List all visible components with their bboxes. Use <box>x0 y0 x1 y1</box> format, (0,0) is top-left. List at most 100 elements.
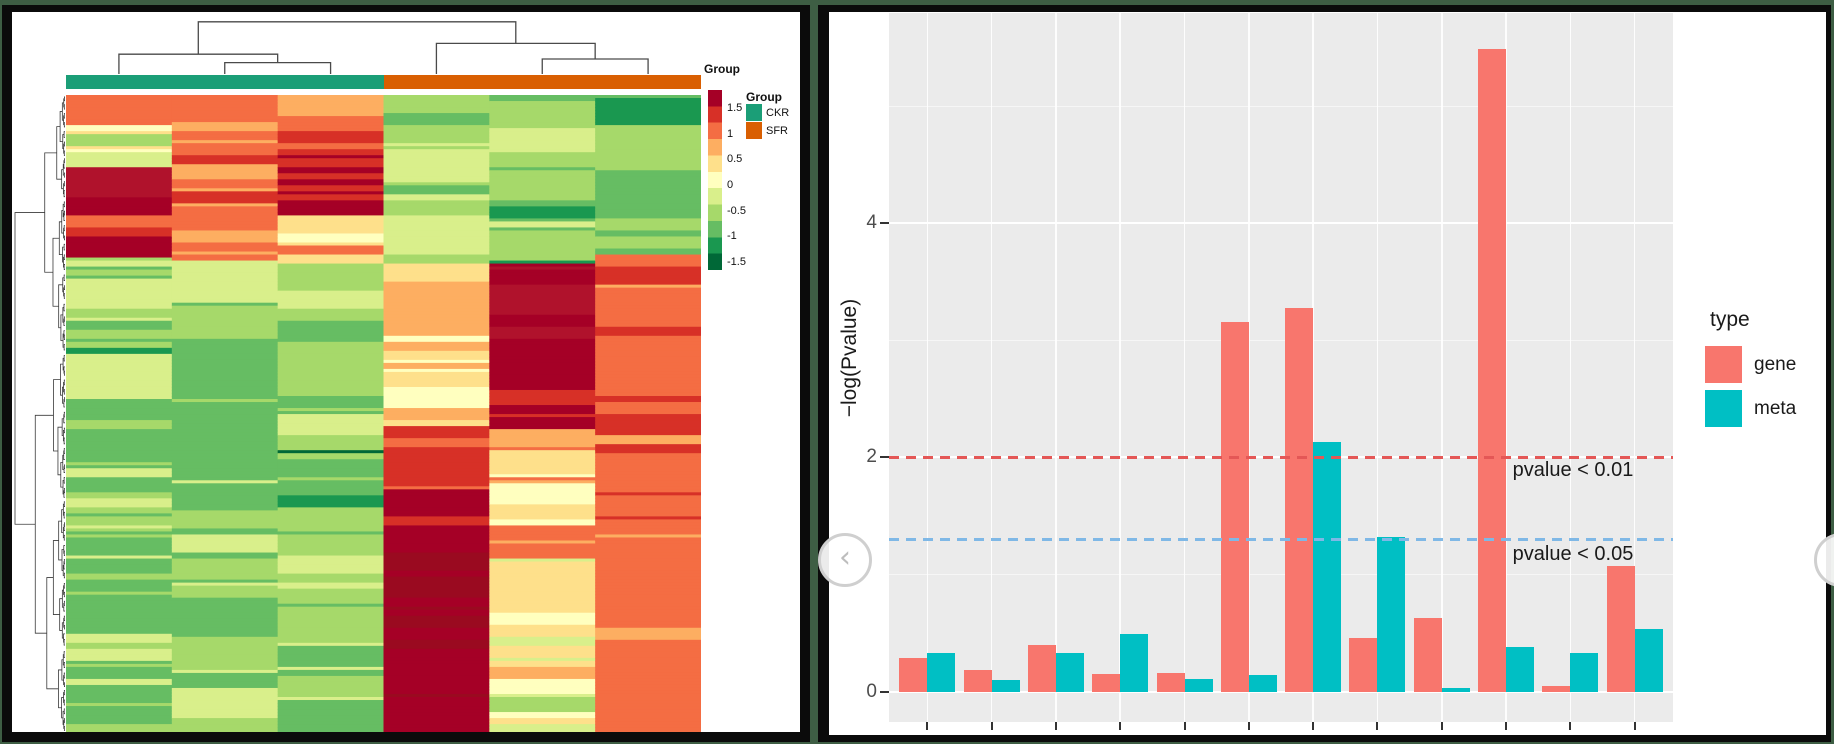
heatmap-cell-row <box>171 411 279 415</box>
heatmap-cell-row <box>277 648 384 653</box>
heatmap-cell-row <box>595 606 701 611</box>
heatmap-cell-row <box>383 489 490 493</box>
heatmap-cell-row <box>595 697 701 701</box>
heatmap-cell-row <box>383 236 490 240</box>
bar-meta-12 <box>1634 629 1663 692</box>
heatmap-cell-row <box>489 302 596 307</box>
heatmap-cell-row <box>66 197 173 201</box>
heatmap-cell-row <box>171 669 279 674</box>
heatmap-cell-row <box>383 356 490 361</box>
heatmap-cell-row <box>383 690 490 695</box>
heatmap-cell-row <box>277 444 384 448</box>
heatmap-cell-row <box>277 730 384 732</box>
heatmap-cell-row <box>171 155 279 159</box>
heatmap-cell-row <box>277 603 384 608</box>
colorbar-tick-label: -1 <box>727 230 737 243</box>
heatmap-cell-row <box>383 197 490 201</box>
heatmap-cell-row <box>277 441 384 445</box>
heatmap-cell-row <box>171 263 279 268</box>
heatmap-cell-row <box>489 254 596 259</box>
heatmap-cell-row <box>489 209 596 213</box>
heatmap-cell-row <box>277 119 384 123</box>
annotation-bar-segment <box>595 75 702 89</box>
heatmap-cell-row <box>383 429 490 433</box>
heatmap-cell-row <box>489 672 596 677</box>
bar-gene-4 <box>1092 673 1121 692</box>
heatmap-cell-row <box>171 477 279 481</box>
heatmap-cell-row <box>277 513 384 517</box>
heatmap-cell-row <box>383 227 490 231</box>
heatmap-cell-row <box>595 687 701 692</box>
heatmap-cell-row <box>595 633 701 638</box>
heatmap-cell-row <box>489 495 596 499</box>
heatmap-cell-row <box>383 585 490 590</box>
heatmap-cell-row <box>383 143 490 147</box>
heatmap-cell-row <box>277 383 384 388</box>
heatmap-cell-row <box>66 104 173 108</box>
heatmap-cell-row <box>277 420 384 424</box>
heatmap-cell-row <box>595 468 701 472</box>
heatmap-cell-row <box>66 380 173 385</box>
heatmap-cell-row <box>595 329 701 334</box>
heatmap-cell-row <box>595 260 701 265</box>
heatmap-cell-row <box>595 627 701 632</box>
heatmap-cell-row <box>383 588 490 593</box>
heatmap-cell-row <box>171 621 279 626</box>
heatmap-cell-row <box>383 164 490 168</box>
heatmap-cell-row <box>595 167 701 171</box>
heatmap-cell-row <box>171 365 279 370</box>
heatmap-cell-row <box>383 597 490 602</box>
heatmap-cell-row <box>489 516 596 520</box>
annotation-bar-title: Group <box>704 62 740 76</box>
heatmap-cell-row <box>383 700 490 704</box>
heatmap-cell-row <box>66 329 173 334</box>
heatmap-cell-row <box>277 718 384 722</box>
heatmap-cell-row <box>66 477 173 481</box>
heatmap-cell-row <box>383 483 490 487</box>
heatmap-cell-row <box>489 338 596 343</box>
heatmap-cell-row <box>383 206 490 210</box>
heatmap-cell-row <box>171 492 279 496</box>
heatmap-cell-row <box>595 507 701 511</box>
heatmap-cell-row <box>489 368 596 373</box>
heatmap-cell-row <box>277 380 384 385</box>
heatmap-cell-row <box>489 693 596 698</box>
heatmap-cell-row <box>277 612 384 617</box>
heatmap-cell-row <box>383 245 490 250</box>
heatmap-cell-row <box>277 194 384 198</box>
heatmap-cell-row <box>277 272 384 277</box>
heatmap-cell-row <box>277 450 384 454</box>
heatmap-cell-row <box>383 317 490 322</box>
heatmap-cell-row <box>489 447 596 451</box>
prev-chart-button[interactable]: ‹ <box>818 533 872 587</box>
heatmap-cell-row <box>595 317 701 322</box>
heatmap-cell-row <box>595 140 701 144</box>
heatmap-cell-row <box>277 263 384 268</box>
heatmap-cell-row <box>489 687 596 692</box>
heatmap-cell-row <box>277 429 384 433</box>
heatmap-cell-row <box>595 149 701 153</box>
heatmap-cell-row <box>66 341 173 346</box>
legend-swatch-meta <box>1705 390 1742 427</box>
heatmap-cell-row <box>383 633 490 638</box>
heatmap-cell-row <box>489 519 596 523</box>
gridline-major-y <box>889 690 1673 693</box>
heatmap-cell-row <box>171 465 279 469</box>
heatmap-cell-row <box>66 311 173 316</box>
heatmap-cell-row <box>171 392 279 397</box>
heatmap-cell-row <box>66 290 173 295</box>
heatmap-cell-row <box>383 465 490 469</box>
heatmap-cell-row <box>595 131 701 135</box>
heatmap-cell-row <box>595 669 701 674</box>
heatmap-cell-row <box>277 224 384 228</box>
heatmap-cell-row <box>277 579 384 584</box>
heatmap-cell-row <box>277 98 384 102</box>
heatmap-cell-row <box>595 311 701 316</box>
heatmap-cell-row <box>383 308 490 313</box>
heatmap-cell-row <box>595 645 701 650</box>
heatmap-cell-row <box>595 245 701 250</box>
heatmap-cell-row <box>595 546 701 551</box>
heatmap-cell-row <box>277 227 384 231</box>
heatmap-cell-row <box>171 721 279 725</box>
heatmap-cell-row <box>595 495 701 499</box>
